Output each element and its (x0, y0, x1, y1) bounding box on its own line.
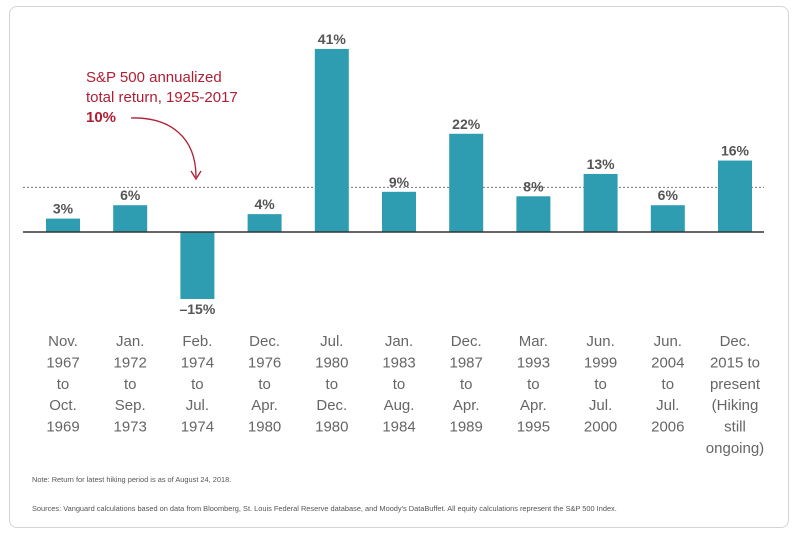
x-tick-label: to (57, 376, 70, 393)
data-label: 22% (452, 116, 481, 132)
x-tick-label: to (662, 376, 675, 393)
x-tick-label: to (527, 376, 540, 393)
x-tick-label: Dec. (451, 333, 482, 350)
x-tick-label: 2004 (651, 354, 684, 371)
x-tick-label: 1980 (315, 419, 348, 436)
annotation-label: total return, 1925-2017 (86, 89, 238, 106)
x-tick-label: 1987 (450, 354, 483, 371)
bar (113, 205, 148, 232)
annotation-arrowhead (190, 170, 202, 181)
x-tick-label: 1995 (517, 419, 550, 436)
annotation-arrow (130, 117, 197, 178)
bar (516, 196, 551, 232)
x-tick-label: to (326, 376, 339, 393)
bar (382, 191, 416, 232)
x-tick-label: to (594, 376, 607, 393)
x-tick-label: 1989 (450, 419, 483, 436)
x-tick-label: to (124, 376, 137, 393)
x-tick-label: 1976 (248, 354, 281, 371)
data-label: –15% (179, 301, 215, 317)
chart-note: Note: Return for latest hiking period is… (32, 475, 232, 484)
data-label: 9% (389, 174, 410, 190)
x-tick-label: to (258, 376, 271, 393)
x-tick-label: Dec. (316, 397, 347, 414)
x-tick-label: Apr. (251, 397, 278, 414)
x-tick-label: 1969 (46, 419, 79, 436)
x-tick-label: Jan. (385, 333, 413, 350)
bar (247, 214, 282, 232)
x-tick-label: 1980 (315, 354, 348, 371)
x-tick-label: Jun. (586, 333, 614, 350)
x-tick-label: Jul. (656, 397, 679, 414)
annotation-label: S&P 500 annualized (86, 69, 222, 86)
data-label: 6% (658, 187, 679, 203)
data-label: 41% (318, 31, 347, 47)
x-tick-label: 1983 (382, 354, 415, 371)
annotation-value: 10% (86, 109, 116, 126)
x-tick-label: 1999 (584, 354, 617, 371)
x-tick-label: Jan. (116, 333, 144, 350)
x-tick-label: Jun. (654, 333, 682, 350)
bar (650, 205, 685, 232)
x-tick-label: (Hiking (712, 397, 759, 414)
bar (449, 133, 484, 232)
x-tick-label: 1974 (181, 419, 214, 436)
x-tick-label: Oct. (49, 397, 77, 414)
x-tick-label: 1972 (114, 354, 147, 371)
x-tick-label: Jul. (589, 397, 612, 414)
x-tick-label: Dec. (249, 333, 280, 350)
data-label: 4% (254, 196, 275, 212)
x-tick-label: to (460, 376, 473, 393)
data-label: 13% (587, 156, 616, 172)
data-label: 6% (120, 187, 141, 203)
data-label: 16% (721, 143, 750, 159)
bar (718, 160, 752, 232)
x-tick-label: 2006 (651, 419, 684, 436)
x-tick-label: Mar. (519, 333, 548, 350)
x-tick-label: Aug. (384, 397, 415, 414)
bar (46, 218, 80, 232)
x-tick-label: Jul. (320, 333, 343, 350)
x-tick-label: present (710, 376, 761, 393)
data-label: 3% (53, 201, 74, 217)
x-tick-label: 1993 (517, 354, 550, 371)
x-tick-label: 2015 to (710, 354, 760, 371)
x-tick-label: 1973 (114, 419, 147, 436)
x-tick-label: Apr. (453, 397, 480, 414)
x-tick-label: 1967 (46, 354, 79, 371)
chart-sources: Sources: Vanguard calculations based on … (32, 504, 617, 513)
x-tick-label: 2000 (584, 419, 617, 436)
x-tick-label: Sep. (115, 397, 146, 414)
x-tick-label: Jul. (186, 397, 209, 414)
x-tick-label: Dec. (720, 333, 751, 350)
x-tick-label: to (393, 376, 406, 393)
bar (314, 48, 349, 233)
x-tick-label: 1980 (248, 419, 281, 436)
x-tick-label: Nov. (48, 333, 78, 350)
x-tick-label: to (191, 376, 204, 393)
chart-frame: 3% Nov. 1967 to Oct. 1969 6% Jan. 1972 to Sep. 1973… (9, 6, 789, 528)
x-tick-label: still (724, 419, 746, 436)
x-tick-label: Feb. (182, 333, 212, 350)
bar (180, 232, 215, 299)
x-tick-label: ongoing) (706, 440, 764, 457)
bar-chart: 3% Nov. 1967 to Oct. 1969 6% Jan. 1972 to Sep. 1973… (23, 31, 764, 457)
x-tick-label: 1974 (181, 354, 214, 371)
x-tick-label: 1984 (382, 419, 415, 436)
data-label: 8% (523, 178, 544, 194)
bar (583, 173, 618, 232)
x-tick-label: Apr. (520, 397, 547, 414)
